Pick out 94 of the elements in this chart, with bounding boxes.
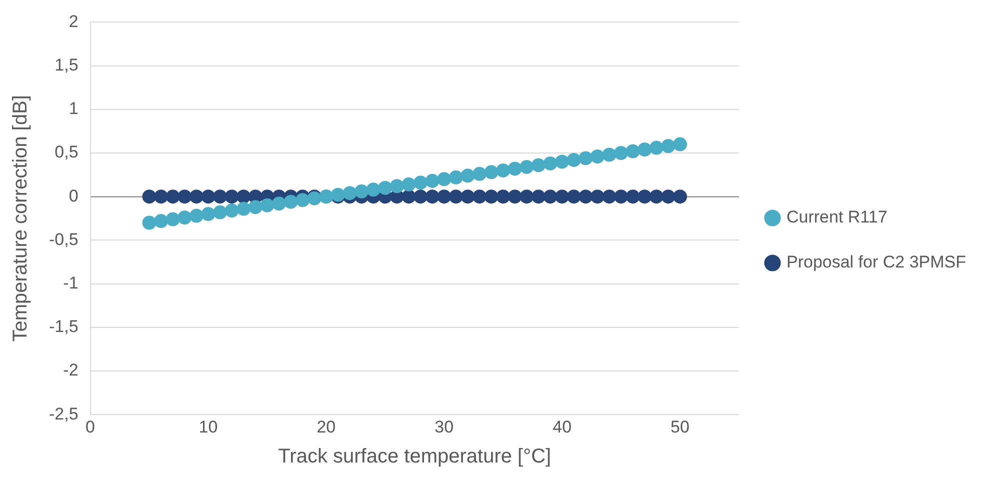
point [236,202,251,216]
y-tick-label: 0,5 [54,142,78,162]
point [638,190,652,204]
point [201,190,216,204]
x-tick-label: 40 [552,417,572,436]
point [531,190,546,204]
y-tick-label: -2,5 [48,404,78,424]
point [673,190,688,204]
point [201,207,216,222]
point [661,190,676,204]
point [414,190,428,204]
point [661,139,676,154]
point [390,179,404,194]
point [673,137,688,152]
point [496,163,510,178]
point [602,148,616,162]
point [378,180,392,195]
point [402,177,416,192]
point [213,190,228,204]
point [590,190,604,204]
point [178,210,192,225]
point [414,176,428,190]
point [484,165,498,180]
legend-label: Proposal for C2 3PMSF [786,252,966,272]
point [472,166,487,181]
y-tick-label: 0 [68,186,78,206]
point [213,205,228,220]
x-tick-label: 20 [316,417,336,436]
point [484,190,498,204]
point [166,212,180,226]
point [366,182,380,197]
point [354,184,369,198]
point [260,198,274,212]
point [578,151,593,166]
point [460,168,475,183]
y-tick-label: 1,5 [54,55,78,74]
x-tick-label: 50 [670,417,690,436]
point [425,190,440,204]
point [342,186,357,200]
point [224,204,239,218]
legend-label: Current R117 [786,208,888,227]
point [555,190,570,204]
x-tick-label: 30 [434,417,454,436]
point [520,160,534,174]
y-tick-label: -0,5 [48,230,78,249]
y-tick-label: 2 [68,12,78,31]
point [531,158,546,172]
point [555,154,570,169]
point [566,190,581,204]
point [166,190,180,204]
point [626,144,640,158]
point [566,152,581,167]
y-tick-label: -1,5 [48,317,78,336]
point [590,149,604,164]
point [296,193,310,208]
point [520,190,534,204]
point [437,172,452,186]
point [508,190,522,204]
point [224,190,239,204]
point [448,190,463,204]
point [437,190,452,204]
point [496,190,510,204]
point [248,200,262,214]
y-tick-label: -1 [63,273,78,292]
point [460,190,475,204]
point [284,194,298,209]
y-tick-label: 1 [68,99,78,118]
point [649,140,664,155]
point [602,190,616,204]
y-axis-title: Temperature correction [dB] [10,95,32,342]
point [178,190,192,204]
point [154,214,168,228]
point [189,190,204,204]
x-tick-label: 10 [198,417,218,436]
point [614,146,628,160]
point [272,196,286,211]
point [448,170,463,184]
point [543,190,558,204]
point [425,174,440,188]
y-tick-label: -2 [63,360,78,380]
x-axis-title: Track surface temperature [°C] [278,446,552,468]
point [142,190,156,204]
point [638,142,652,157]
point [649,190,664,204]
point [614,190,628,204]
point [142,216,156,230]
x-tick-label: 0 [86,417,96,436]
point [472,190,487,204]
point [154,190,168,204]
point [578,190,593,204]
point [626,190,640,204]
point [543,156,558,170]
point [508,162,522,176]
point [189,208,204,223]
